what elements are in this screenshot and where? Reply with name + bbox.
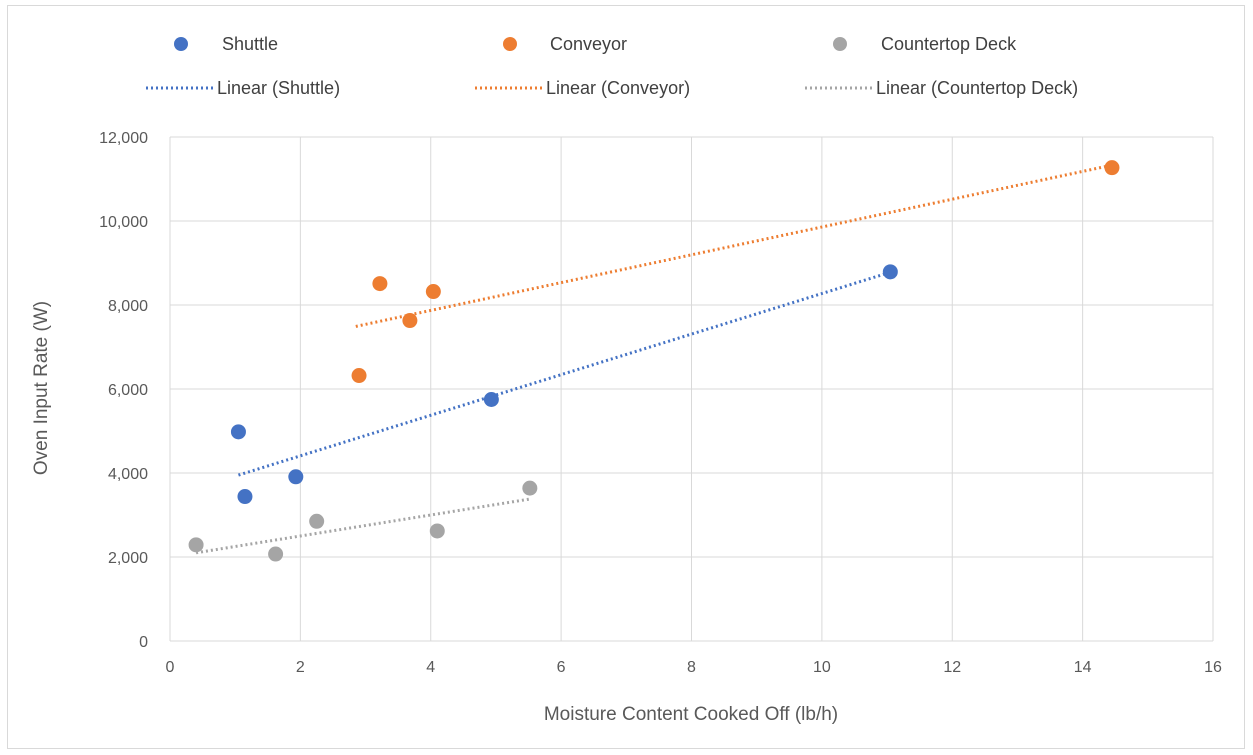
trendline-conveyor <box>355 163 1113 328</box>
x-tick-label: 4 <box>426 659 435 676</box>
x-tick-label: 8 <box>687 659 696 676</box>
data-point-conveyor <box>351 368 367 384</box>
x-tick-label: 12 <box>943 659 961 676</box>
legend-label-conveyor: Conveyor <box>550 34 627 54</box>
chart-area <box>7 5 1245 749</box>
data-point-conveyor <box>372 276 388 292</box>
y-tick-label: 2,000 <box>108 550 148 567</box>
data-point-shuttle <box>237 489 253 505</box>
legend-label-shuttle: Shuttle <box>222 34 278 54</box>
y-tick-label: 0 <box>139 634 148 651</box>
trendline-countertop-deck <box>195 497 531 555</box>
gridlines <box>169 136 1214 642</box>
x-tick-label: 14 <box>1074 659 1092 676</box>
y-axis-title: Oven Input Rate (W) <box>31 301 52 475</box>
legend-entry-conveyor: Conveyor <box>503 34 627 54</box>
x-axis-title: Moisture Content Cooked Off (lb/h) <box>544 704 838 725</box>
data-point-countertop-deck <box>268 546 284 562</box>
legend-marker-countertop-deck <box>833 37 847 51</box>
y-tick-label: 12,000 <box>99 130 148 147</box>
data-point-conveyor <box>402 313 418 329</box>
y-tick-label: 10,000 <box>99 214 148 231</box>
data-points <box>188 160 1120 562</box>
y-tick-label: 8,000 <box>108 298 148 315</box>
legend-entry-linear-shuttle: Linear (Shuttle) <box>146 78 340 98</box>
legend-entry-countertop-deck: Countertop Deck <box>833 34 1017 54</box>
legend-label-linear-countertop-deck: Linear (Countertop Deck) <box>876 78 1078 98</box>
x-tick-label: 2 <box>296 659 305 676</box>
x-tick-label: 0 <box>166 659 175 676</box>
data-point-shuttle <box>288 469 304 485</box>
legend-label-linear-shuttle: Linear (Shuttle) <box>217 78 340 98</box>
legend-marker-conveyor <box>503 37 517 51</box>
data-point-shuttle <box>230 424 246 440</box>
legend-entry-linear-conveyor: Linear (Conveyor) <box>475 78 690 98</box>
legend-entry-shuttle: Shuttle <box>174 34 278 54</box>
legend-marker-shuttle <box>174 37 188 51</box>
y-tick-label: 4,000 <box>108 466 148 483</box>
x-tick-label: 10 <box>813 659 831 676</box>
data-point-conveyor <box>1104 160 1120 176</box>
data-point-countertop-deck <box>309 513 325 529</box>
data-point-conveyor <box>425 284 441 300</box>
axes: 0 2 4 6 8 10 12 14 16 0 2,000 4,000 6,000 8,000 10,000… <box>99 130 1222 676</box>
legend-label-linear-conveyor: Linear (Conveyor) <box>546 78 690 98</box>
data-point-countertop-deck <box>522 480 538 496</box>
trendline-shuttle <box>238 270 891 477</box>
trendlines <box>195 163 1113 555</box>
data-point-shuttle <box>882 264 898 280</box>
data-point-countertop-deck <box>188 537 204 553</box>
legend-label-countertop-deck: Countertop Deck <box>881 34 1017 54</box>
data-point-countertop-deck <box>429 523 445 539</box>
legend-entry-linear-countertop-deck: Linear (Countertop Deck) <box>805 78 1078 98</box>
legend: Shuttle Conveyor Countertop Deck Linear … <box>146 34 1078 98</box>
data-point-shuttle <box>483 392 499 407</box>
x-tick-label: 16 <box>1204 659 1222 676</box>
x-tick-label: 6 <box>557 659 566 676</box>
y-tick-label: 6,000 <box>108 382 148 399</box>
